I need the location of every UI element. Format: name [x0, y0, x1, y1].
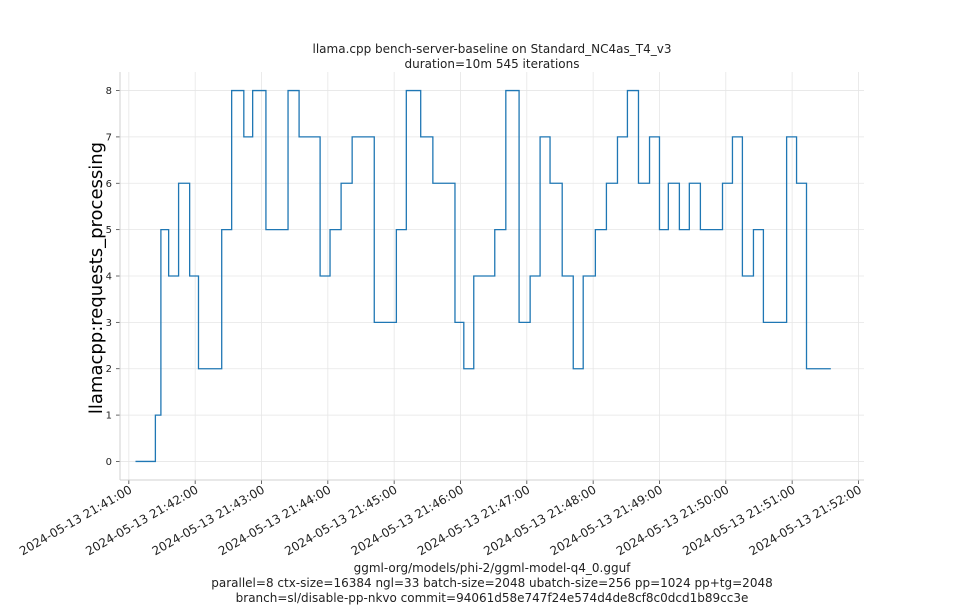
y-tick-label: 8	[106, 86, 112, 97]
x-tick-label: 2024-05-13 21:45:00	[282, 482, 399, 558]
y-tick-labels: 0 1 2 3 4 5 6 7 8	[106, 86, 112, 468]
x-tick-label: 2024-05-13 21:51:00	[680, 482, 797, 558]
chart-title: llama.cpp bench-server-baseline on Stand…	[312, 42, 672, 56]
y-tick-label: 7	[106, 132, 112, 143]
y-tick-label: 2	[106, 364, 112, 375]
y-tick-label: 3	[106, 318, 112, 329]
x-tick-label: 2024-05-13 21:41:00	[17, 482, 134, 558]
x-tick-label: 2024-05-13 21:48:00	[481, 482, 598, 558]
y-tick-label: 6	[106, 179, 112, 190]
y-tick-label: 1	[106, 411, 112, 422]
axes	[116, 72, 864, 484]
x-tick-label: 2024-05-13 21:44:00	[216, 482, 333, 558]
x-axis-label-params: parallel=8 ctx-size=16384 ngl=33 batch-s…	[211, 576, 773, 590]
y-tick-label: 4	[106, 272, 112, 283]
x-tick-label: 2024-05-13 21:50:00	[614, 482, 731, 558]
x-tick-label: 2024-05-13 21:43:00	[150, 482, 267, 558]
x-axis-label-branch: branch=sl/disable-pp-nkvo commit=94061d5…	[235, 591, 749, 605]
x-tick-label: 2024-05-13 21:46:00	[349, 482, 466, 558]
chart-subtitle: duration=10m 545 iterations	[404, 57, 580, 71]
x-tick-label: 2024-05-13 21:42:00	[83, 482, 200, 558]
x-tick-label: 2024-05-13 21:49:00	[548, 482, 665, 558]
y-axis-label: llamacpp:requests_processing	[86, 142, 107, 414]
series-line	[135, 89, 831, 463]
x-axis-label-model: ggml-org/models/phi-2/ggml-model-q4_0.gg…	[353, 561, 631, 575]
y-tick-label: 5	[106, 225, 112, 236]
x-tick-label: 2024-05-13 21:47:00	[415, 482, 532, 558]
y-tick-label: 0	[106, 457, 112, 468]
x-tick-label: 2024-05-13 21:52:00	[747, 482, 864, 558]
series-layer	[135, 89, 831, 463]
